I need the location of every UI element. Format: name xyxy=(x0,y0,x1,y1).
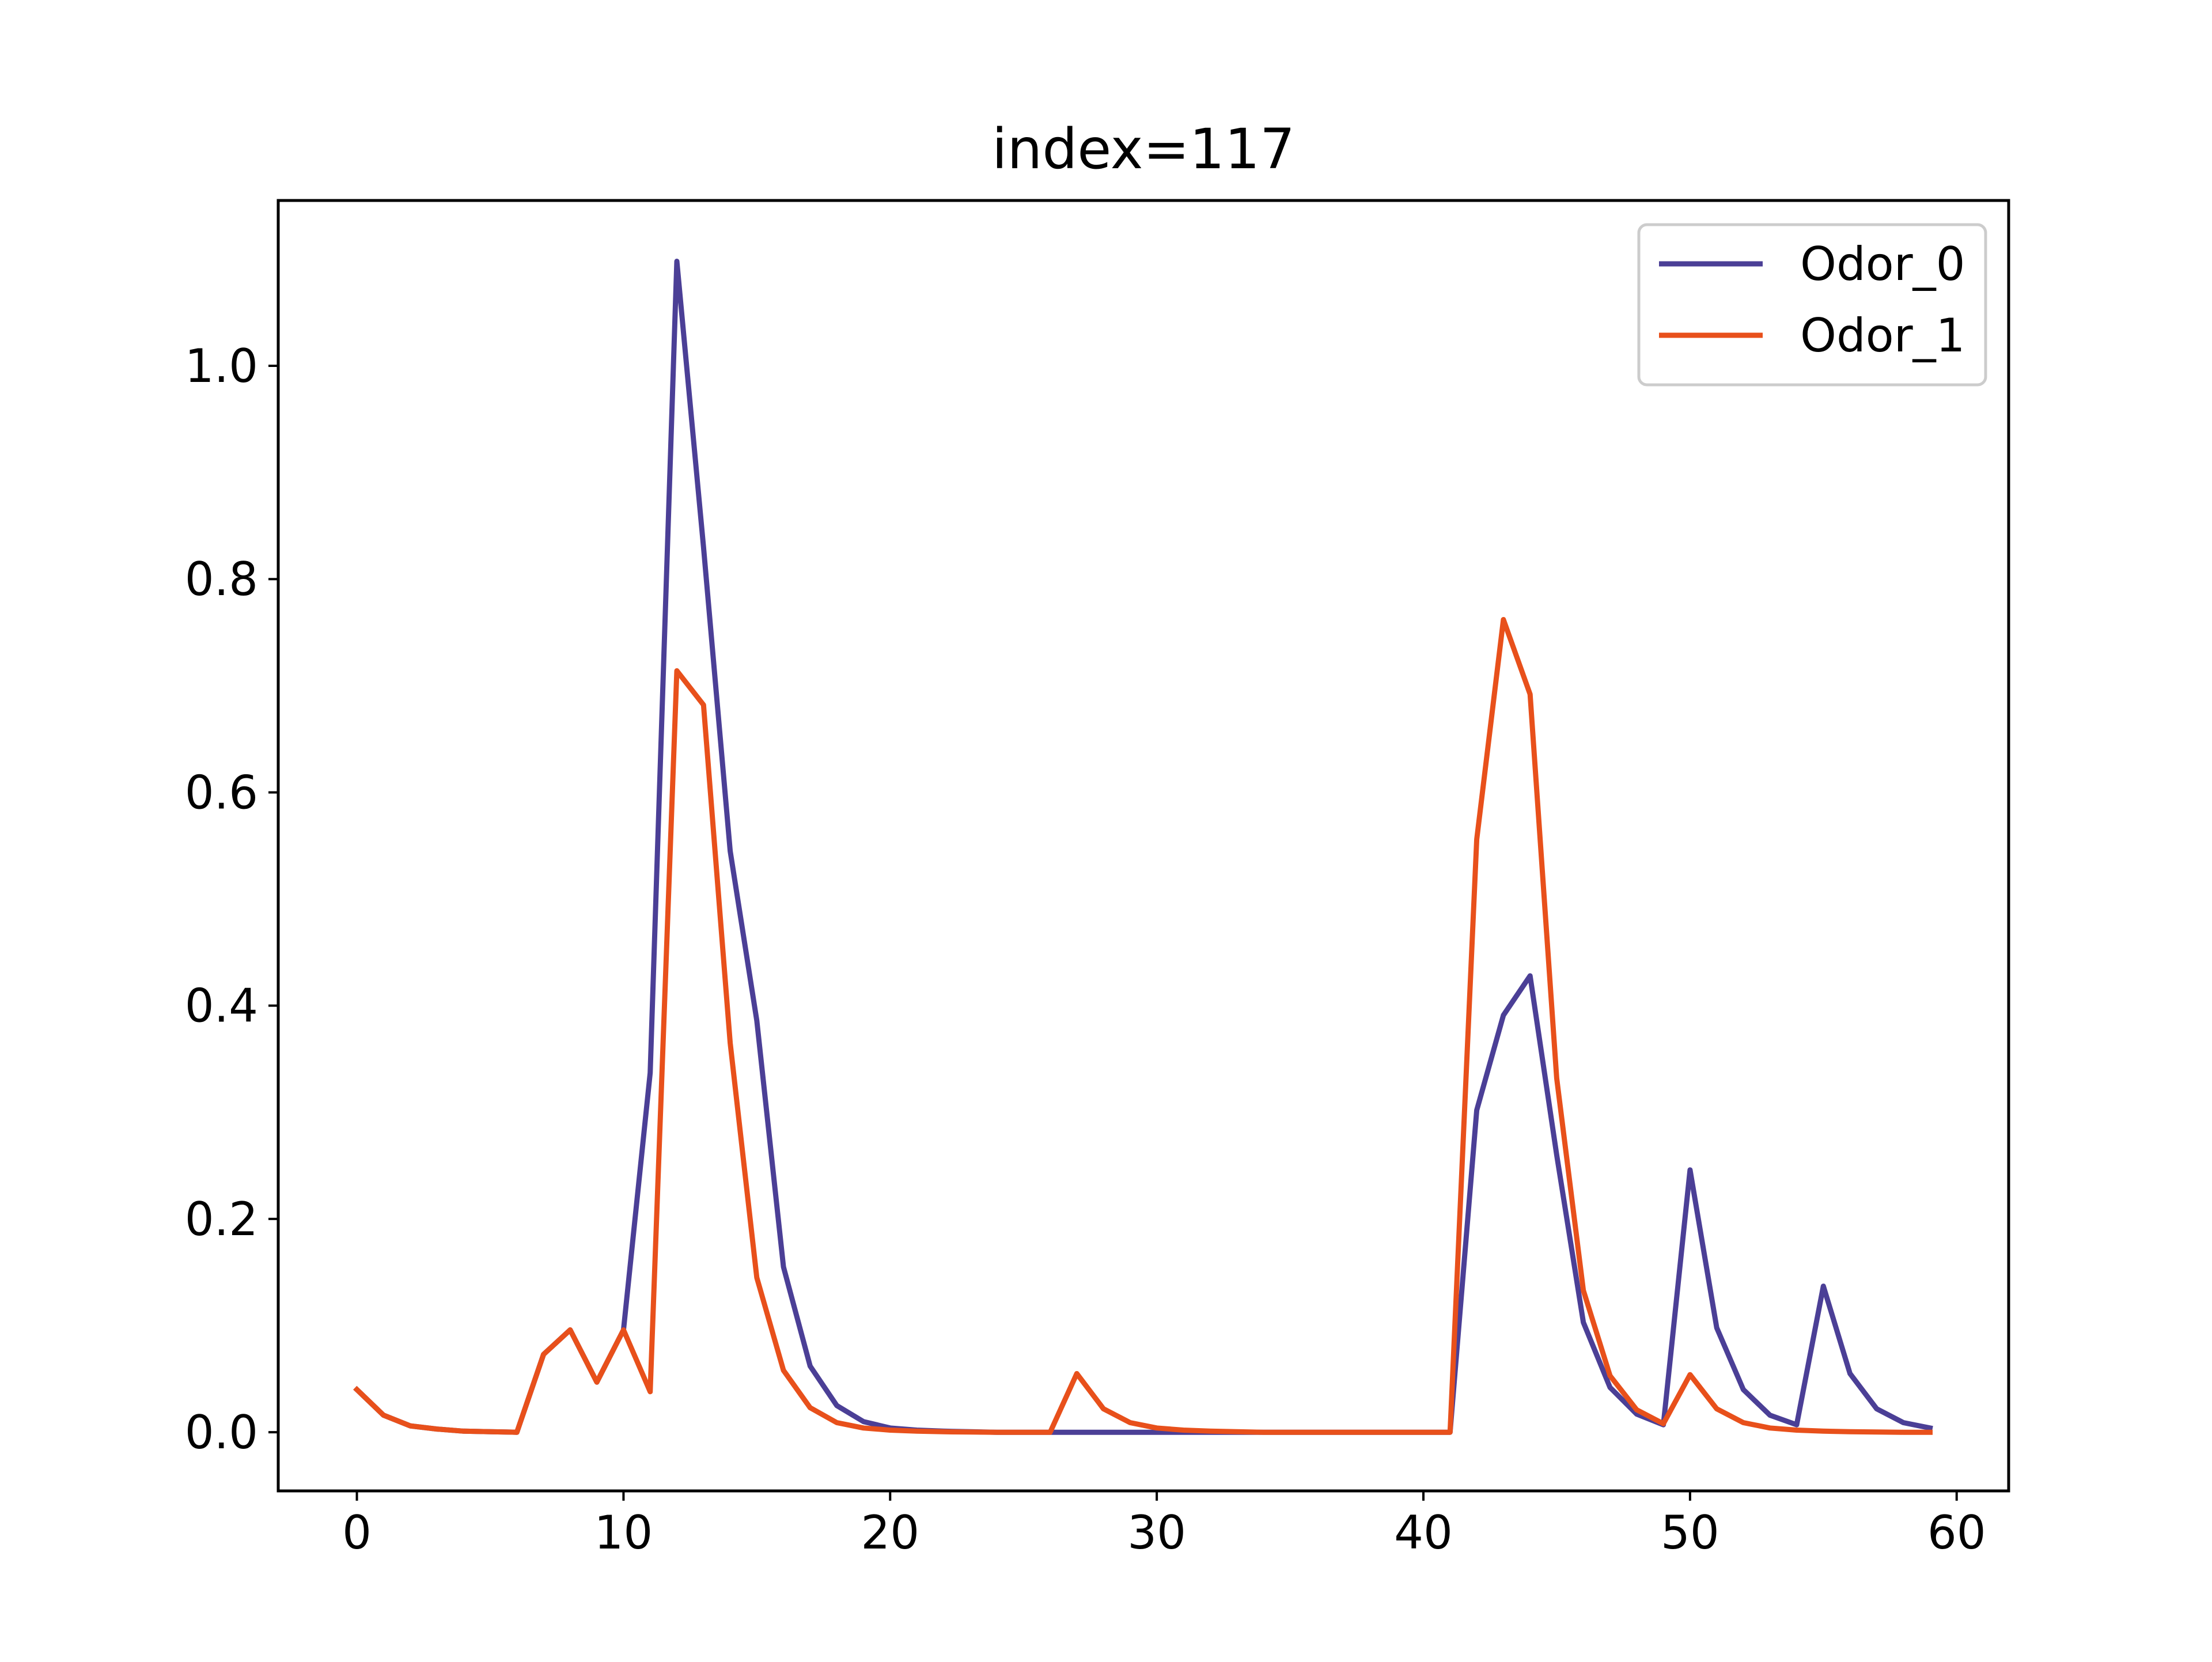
x-tick-label: 0 xyxy=(342,1506,372,1559)
x-tick-label: 50 xyxy=(1661,1506,1719,1559)
axes-frame xyxy=(276,199,2010,1493)
legend-label: Odor_1 xyxy=(1800,309,1965,362)
legend: Odor_0 Odor_1 xyxy=(1637,223,1987,387)
x-tick-label: 40 xyxy=(1394,1506,1453,1559)
plot-area xyxy=(353,259,1933,1435)
x-tick-label: 30 xyxy=(1127,1506,1186,1559)
y-tick-label: 0.6 xyxy=(185,766,258,819)
x-tick-label: 10 xyxy=(594,1506,653,1559)
x-tick-label: 20 xyxy=(861,1506,919,1559)
y-tick-label: 1.0 xyxy=(185,339,258,393)
y-tick-label: 0.4 xyxy=(185,979,258,1033)
x-axis: 0 10 20 30 40 50 60 xyxy=(342,1491,1986,1559)
x-tick-label: 60 xyxy=(1927,1506,1986,1559)
y-tick-label: 0.0 xyxy=(185,1406,258,1459)
y-tick-label: 0.2 xyxy=(185,1192,258,1246)
legend-label: Odor_0 xyxy=(1800,237,1965,291)
chart-title: index=117 xyxy=(992,117,1295,181)
y-tick-label: 0.8 xyxy=(185,552,258,606)
series-line-odor-1 xyxy=(353,617,1933,1435)
y-axis: 0.0 0.2 0.4 0.6 0.8 1.0 xyxy=(185,339,278,1459)
